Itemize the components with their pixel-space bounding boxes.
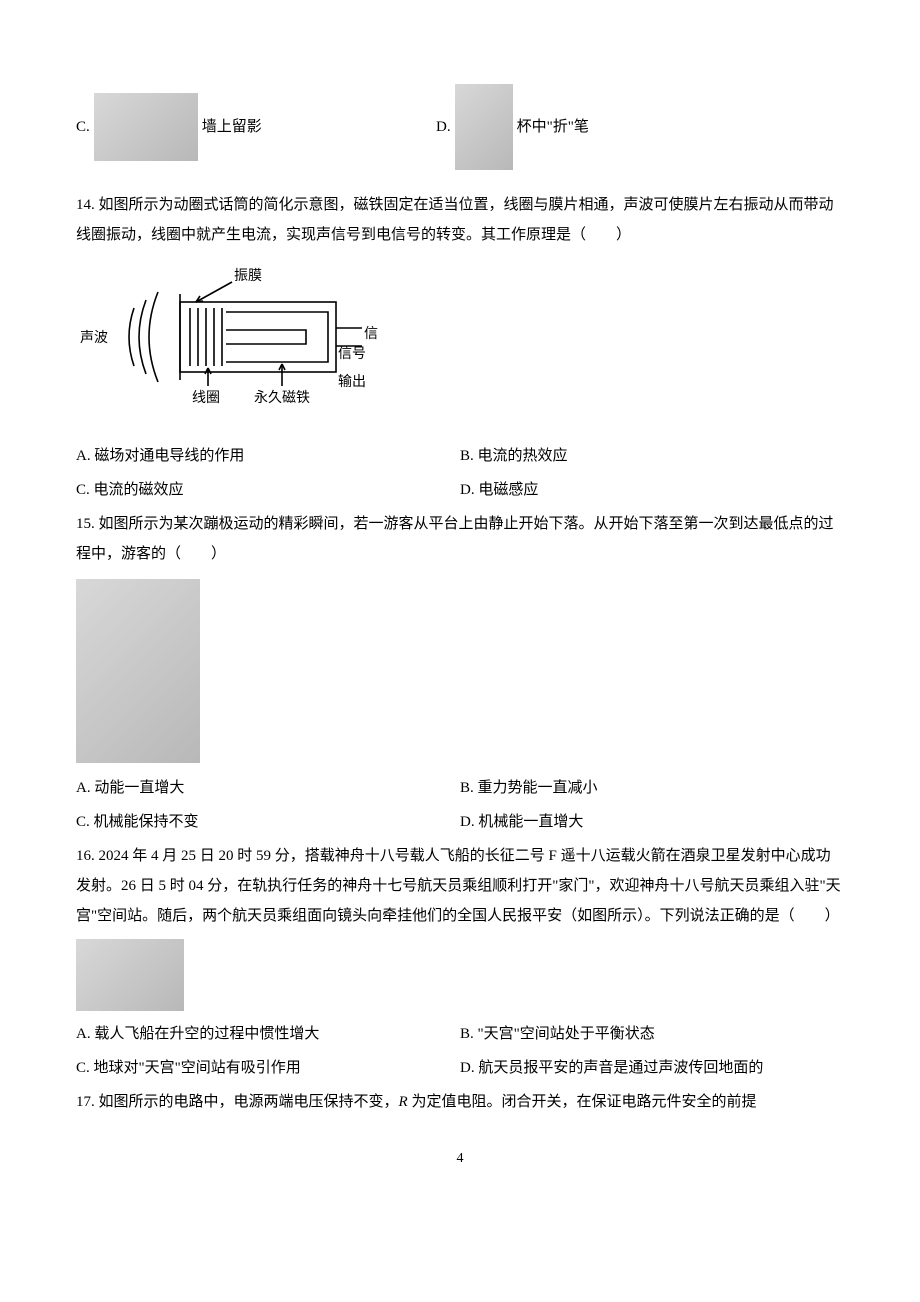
page-number: 4: [76, 1145, 844, 1173]
q15-text: 15. 如图所示为某次蹦极运动的精彩瞬间，若一游客从平台上由静止开始下落。从开始…: [76, 509, 844, 569]
q13-options-row: C. 墙上留影 D. 杯中"折"笔: [76, 84, 844, 170]
q15-choices: A. 动能一直增大 B. 重力势能一直减小 C. 机械能保持不变 D. 机械能一…: [76, 771, 844, 839]
q16-choices: A. 载人飞船在升空的过程中惯性增大 B. "天宫"空间站处于平衡状态 C. 地…: [76, 1017, 844, 1085]
q15-choice-a[interactable]: A. 动能一直增大: [76, 771, 460, 805]
q16-choice-d[interactable]: D. 航天员报平安的声音是通过声波传回地面的: [460, 1051, 844, 1085]
diagram-label-zhenmo: 振膜: [234, 268, 262, 284]
q16-choice-c[interactable]: C. 地球对"天宫"空间站有吸引作用: [76, 1051, 460, 1085]
diagram-label-xinhao: 信号输出: [364, 326, 378, 342]
diagram-label-xinhao-html: 信号输出: [338, 341, 378, 397]
q17-text-post: 为定值电阻。闭合开关，在保证电路元件安全的前提: [408, 1094, 757, 1110]
q17-text: 17. 如图所示的电路中，电源两端电压保持不变，R 为定值电阻。闭合开关，在保证…: [76, 1087, 844, 1117]
q14-choice-a[interactable]: A. 磁场对通电导线的作用: [76, 439, 460, 473]
q13-option-d[interactable]: D. 杯中"折"笔: [436, 84, 589, 170]
option-label: 杯中"折"笔: [517, 112, 589, 142]
q15-choice-c[interactable]: C. 机械能保持不变: [76, 805, 460, 839]
q15-choice-d[interactable]: D. 机械能一直增大: [460, 805, 844, 839]
q15-choice-b[interactable]: B. 重力势能一直减小: [460, 771, 844, 805]
q14-choice-b[interactable]: B. 电流的热效应: [460, 439, 844, 473]
diagram-label-yongjiu: 永久磁铁: [254, 390, 310, 406]
option-letter: C.: [76, 112, 90, 142]
pencil-glass-image: [455, 84, 513, 170]
q14-choice-c[interactable]: C. 电流的磁效应: [76, 473, 460, 507]
diagram-label-xianquan: 线圈: [192, 390, 220, 406]
option-label: 墙上留影: [202, 112, 262, 142]
q14-diagram: 振膜 声波 信号输出 线圈 永久磁铁 信号输出: [76, 258, 378, 427]
diagram-label-shengbo: 声波: [80, 330, 108, 346]
q16-choice-a[interactable]: A. 载人飞船在升空的过程中惯性增大: [76, 1017, 460, 1051]
q17-text-pre: 17. 如图所示的电路中，电源两端电压保持不变，: [76, 1094, 399, 1110]
astronauts-image: [76, 939, 184, 1011]
q14-choices: A. 磁场对通电导线的作用 B. 电流的热效应 C. 电流的磁效应 D. 电磁感…: [76, 439, 844, 507]
q14-choice-d[interactable]: D. 电磁感应: [460, 473, 844, 507]
q17-var-R: R: [399, 1094, 408, 1110]
bungee-image: [76, 579, 200, 763]
q14-text: 14. 如图所示为动圈式话筒的简化示意图，磁铁固定在适当位置，线圈与膜片相通，声…: [76, 190, 844, 250]
q16-text: 16. 2024 年 4 月 25 日 20 时 59 分，搭载神舟十八号载人飞…: [76, 841, 844, 931]
shadow-hand-image: [94, 93, 198, 161]
option-letter: D.: [436, 112, 451, 142]
q13-option-c[interactable]: C. 墙上留影: [76, 93, 436, 161]
q16-choice-b[interactable]: B. "天宫"空间站处于平衡状态: [460, 1017, 844, 1051]
